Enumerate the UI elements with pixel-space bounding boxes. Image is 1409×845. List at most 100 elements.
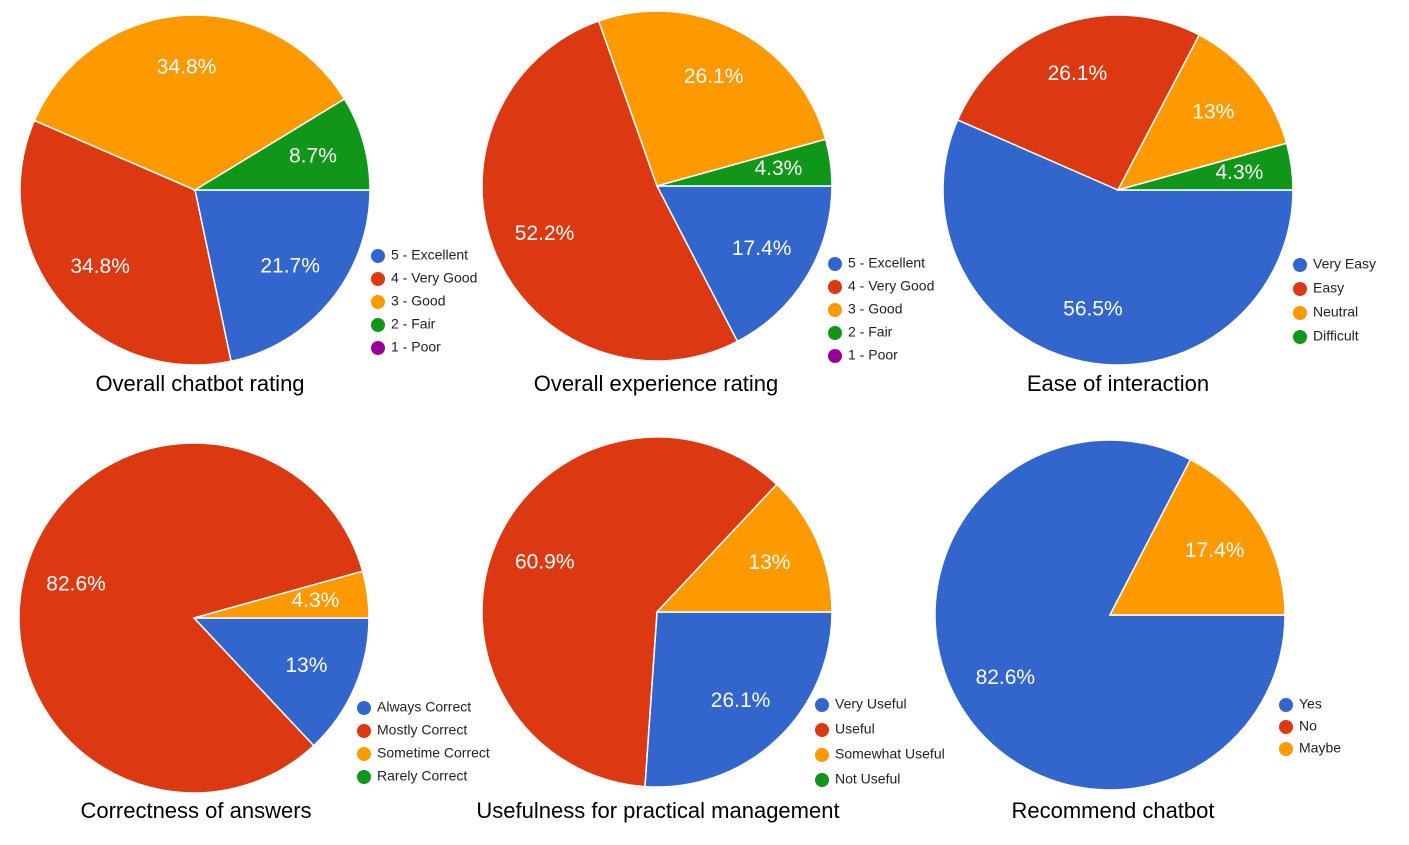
pie-slice <box>192 98 371 191</box>
legend-swatch <box>1293 258 1307 272</box>
legend-label: Difficult <box>1313 328 1359 344</box>
legend-label: Mostly Correct <box>377 722 467 738</box>
legend-swatch <box>371 295 385 309</box>
slice-label: 4.3% <box>291 589 339 612</box>
pie-chart: 26.1% 60.9% 13% Very Useful Useful Somewhat U… <box>476 436 945 823</box>
slice-label: 34.8% <box>157 55 217 78</box>
slice-label: 82.6% <box>46 572 106 595</box>
slice-label: 52.2% <box>515 222 575 245</box>
legend-swatch <box>1293 306 1307 320</box>
pie-slice <box>942 118 1294 366</box>
legend-swatch <box>357 770 371 784</box>
slice-label: 21.7% <box>260 255 320 278</box>
legend-label: 4 - Very Good <box>391 270 477 286</box>
slice-label: 26.1% <box>711 689 771 712</box>
legend-swatch <box>815 748 829 762</box>
legend-label: 2 - Fair <box>391 316 436 332</box>
pie-chart: 21.7% 34.8% 34.8% 8.7% 5 - Excellent 4 - Very… <box>19 14 477 396</box>
pie-slice <box>655 185 833 343</box>
legend-label: Neutral <box>1313 304 1358 320</box>
legend-swatch <box>357 747 371 761</box>
pie-slice <box>18 442 364 794</box>
slice-label: 56.5% <box>1063 297 1123 320</box>
legend-swatch <box>357 701 371 715</box>
legend-label: Rarely Correct <box>377 768 467 784</box>
legend-label: No <box>1299 718 1317 734</box>
legend-swatch <box>1279 698 1293 712</box>
pie-slice <box>192 617 370 747</box>
legend-label: Very Useful <box>835 696 907 712</box>
pie-chart: 56.5% 26.1% 13% 4.3% Very Easy Easy Neutral Dif… <box>942 14 1376 396</box>
legend-swatch <box>1293 330 1307 344</box>
legend-swatch <box>815 723 829 737</box>
chart-title: Overall chatbot rating <box>95 371 304 396</box>
chart-title: Correctness of answers <box>80 798 311 823</box>
legend-label: Useful <box>835 721 875 737</box>
pie-slice <box>655 483 833 613</box>
legend-label: 2 - Fair <box>848 324 893 340</box>
slice-label: 4.3% <box>1215 161 1263 184</box>
slice-label: 26.1% <box>684 65 744 88</box>
pie-slice <box>656 138 833 187</box>
legend-label: Very Easy <box>1313 256 1376 272</box>
legend-label: 1 - Poor <box>848 347 898 363</box>
legend-swatch <box>371 318 385 332</box>
slice-label: 17.4% <box>732 237 792 260</box>
pie-slice <box>481 20 739 362</box>
slice-label: 17.4% <box>1185 539 1245 562</box>
chart-title: Usefulness for practical management <box>476 798 839 823</box>
slice-label: 8.7% <box>289 144 337 167</box>
pie-slice <box>644 611 833 788</box>
legend-swatch <box>1279 720 1293 734</box>
legend-label: Sometime Correct <box>377 745 490 761</box>
legend-label: 5 - Excellent <box>848 255 925 271</box>
legend-label: Easy <box>1313 280 1344 296</box>
legend-label: Maybe <box>1299 740 1341 756</box>
pie-slice <box>19 119 232 366</box>
legend-label: 1 - Poor <box>391 339 441 355</box>
legend-swatch <box>815 773 829 787</box>
slice-label: 13% <box>285 654 327 677</box>
chart-title: Recommend chatbot <box>1012 798 1215 823</box>
pie-chart: 13% 82.6% 4.3% Always Correct Mostly Correct… <box>18 442 490 823</box>
legend-label: Yes <box>1299 696 1322 712</box>
pie-slice <box>194 189 371 363</box>
legend-swatch <box>371 272 385 286</box>
slice-label: 4.3% <box>754 157 802 180</box>
legend-swatch <box>828 303 842 317</box>
slice-label: 26.1% <box>1048 62 1108 85</box>
pie-slice <box>481 436 778 788</box>
legend-label: 5 - Excellent <box>391 247 468 263</box>
legend-swatch <box>828 280 842 294</box>
chart-title: Overall experience rating <box>534 371 779 396</box>
pie-chart: 82.6% 17.4% Yes No Maybe Recommend chatbot <box>934 439 1341 823</box>
pie-slice <box>956 14 1201 191</box>
chart-title: Ease of interaction <box>1027 371 1209 396</box>
pie-slice <box>33 14 346 191</box>
legend-label: Not Useful <box>835 771 900 787</box>
slice-label: 13% <box>748 551 790 574</box>
legend-swatch <box>371 249 385 263</box>
slice-label: 34.8% <box>70 255 130 278</box>
legend-label: 3 - Good <box>848 301 902 317</box>
slice-label: 60.9% <box>515 551 575 574</box>
pie-slice <box>1108 458 1286 616</box>
legend-label: Always Correct <box>377 699 471 715</box>
legend-label: 3 - Good <box>391 293 445 309</box>
legend-swatch <box>828 326 842 340</box>
pie-slice <box>597 10 827 187</box>
legend-swatch <box>371 341 385 355</box>
pie-chart: 17.4% 52.2% 26.1% 4.3% 5 - Excellent 4 - Very… <box>481 10 934 396</box>
legend-swatch <box>828 257 842 271</box>
legend-swatch <box>357 724 371 738</box>
pie-slice <box>1116 33 1288 192</box>
legend-label: Somewhat Useful <box>835 746 945 762</box>
pie-slice <box>1117 142 1294 191</box>
slice-label: 13% <box>1192 101 1234 124</box>
legend-swatch <box>1293 282 1307 296</box>
legend-label: 4 - Very Good <box>848 278 934 294</box>
pie-slice <box>193 570 370 619</box>
slice-label: 82.6% <box>976 666 1036 689</box>
legend-swatch <box>1279 742 1293 756</box>
